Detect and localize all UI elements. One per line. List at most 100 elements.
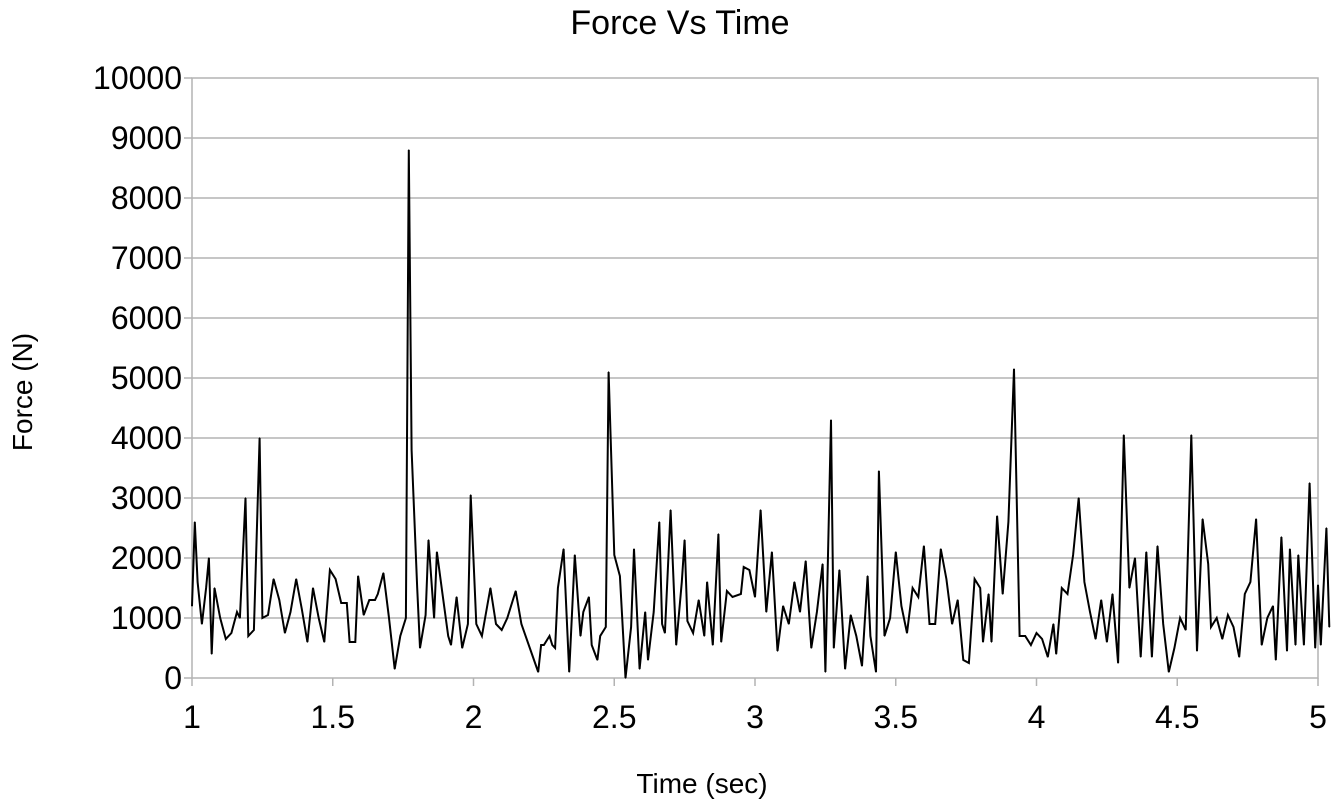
data-point <box>520 623 523 625</box>
data-point <box>582 611 584 613</box>
data-point <box>557 587 559 589</box>
data-point <box>1019 635 1021 637</box>
data-point <box>278 599 280 601</box>
data-point <box>776 650 779 652</box>
data-point <box>574 554 576 556</box>
data-point <box>675 644 677 646</box>
data-point <box>197 581 199 583</box>
data-point <box>979 587 981 589</box>
data-point <box>543 644 545 646</box>
data-point <box>515 590 517 592</box>
data-point <box>529 647 531 649</box>
data-point <box>928 623 931 625</box>
data-point <box>1289 548 1291 550</box>
data-point <box>1106 641 1108 643</box>
data-point <box>712 644 714 646</box>
data-point <box>461 647 463 649</box>
data-point <box>261 617 263 619</box>
data-point <box>996 515 998 517</box>
data-point <box>1232 626 1235 628</box>
data-point <box>475 623 477 625</box>
data-point <box>917 596 919 598</box>
data-point <box>895 551 897 553</box>
data-point <box>867 575 869 577</box>
y-tick-label: 6000 <box>111 300 182 336</box>
data-point <box>289 611 292 613</box>
data-point <box>456 596 458 598</box>
data-point <box>754 596 756 598</box>
data-point <box>771 551 773 553</box>
data-point <box>357 575 359 577</box>
y-tick-label: 9000 <box>111 120 182 156</box>
data-point <box>1100 599 1102 601</box>
data-point <box>830 419 832 421</box>
data-point <box>388 617 390 619</box>
data-point <box>1173 647 1175 649</box>
data-point <box>551 644 553 646</box>
data-point <box>382 572 384 574</box>
data-point <box>883 635 886 637</box>
x-tick-label: 4.5 <box>1155 699 1199 735</box>
data-point <box>1013 368 1015 370</box>
y-tick-label: 7000 <box>111 240 182 276</box>
data-point <box>374 599 376 601</box>
data-point <box>1134 557 1136 559</box>
data-point <box>1309 482 1311 484</box>
data-point <box>692 632 694 634</box>
data-point <box>793 581 796 583</box>
data-point <box>1216 617 1218 619</box>
data-point <box>613 554 615 556</box>
data-point <box>411 449 413 451</box>
data-point <box>211 653 213 655</box>
data-point <box>405 617 407 619</box>
data-point <box>467 623 469 625</box>
data-point <box>1286 650 1288 652</box>
data-point <box>1266 617 1268 619</box>
data-point <box>1210 626 1212 628</box>
data-point <box>810 647 812 649</box>
data-point <box>495 623 497 625</box>
data-point <box>208 557 210 559</box>
data-point <box>1156 545 1159 547</box>
data-point <box>670 509 672 511</box>
x-axis-ticks: 1 1.5 2 2.5 3 3.5 4 4.5 5 <box>183 678 1327 735</box>
data-point <box>608 371 610 373</box>
data-point <box>912 587 914 589</box>
data-point <box>760 509 762 511</box>
y-axis-label: Force (N) <box>7 333 38 451</box>
data-point <box>1061 587 1063 589</box>
data-point <box>1221 638 1223 640</box>
data-point <box>1190 434 1192 436</box>
data-point <box>312 587 314 589</box>
data-point <box>1002 593 1004 595</box>
data-point <box>236 611 238 613</box>
data-point <box>568 671 570 673</box>
data-point <box>844 668 846 670</box>
data-point <box>1325 527 1327 529</box>
data-point <box>205 587 207 589</box>
data-point <box>1280 536 1282 538</box>
data-point <box>408 149 410 151</box>
data-point <box>748 569 751 571</box>
data-point <box>1185 629 1187 631</box>
y-tick-label: 3000 <box>111 480 182 516</box>
x-tick-label: 1 <box>183 699 201 735</box>
data-point <box>889 617 891 619</box>
data-point <box>743 566 745 568</box>
data-point <box>805 560 807 562</box>
data-point <box>661 623 663 625</box>
data-point <box>191 605 193 607</box>
data-point <box>1052 623 1054 625</box>
data-point <box>506 617 508 619</box>
series-layer <box>191 149 1331 679</box>
data-point <box>940 548 942 550</box>
data-point <box>644 611 646 613</box>
data-point <box>1072 554 1074 556</box>
data-point <box>698 599 700 601</box>
data-point <box>1066 593 1069 595</box>
data-point <box>720 641 722 643</box>
data-point <box>647 659 649 661</box>
data-point <box>470 494 472 496</box>
data-point <box>554 647 556 649</box>
